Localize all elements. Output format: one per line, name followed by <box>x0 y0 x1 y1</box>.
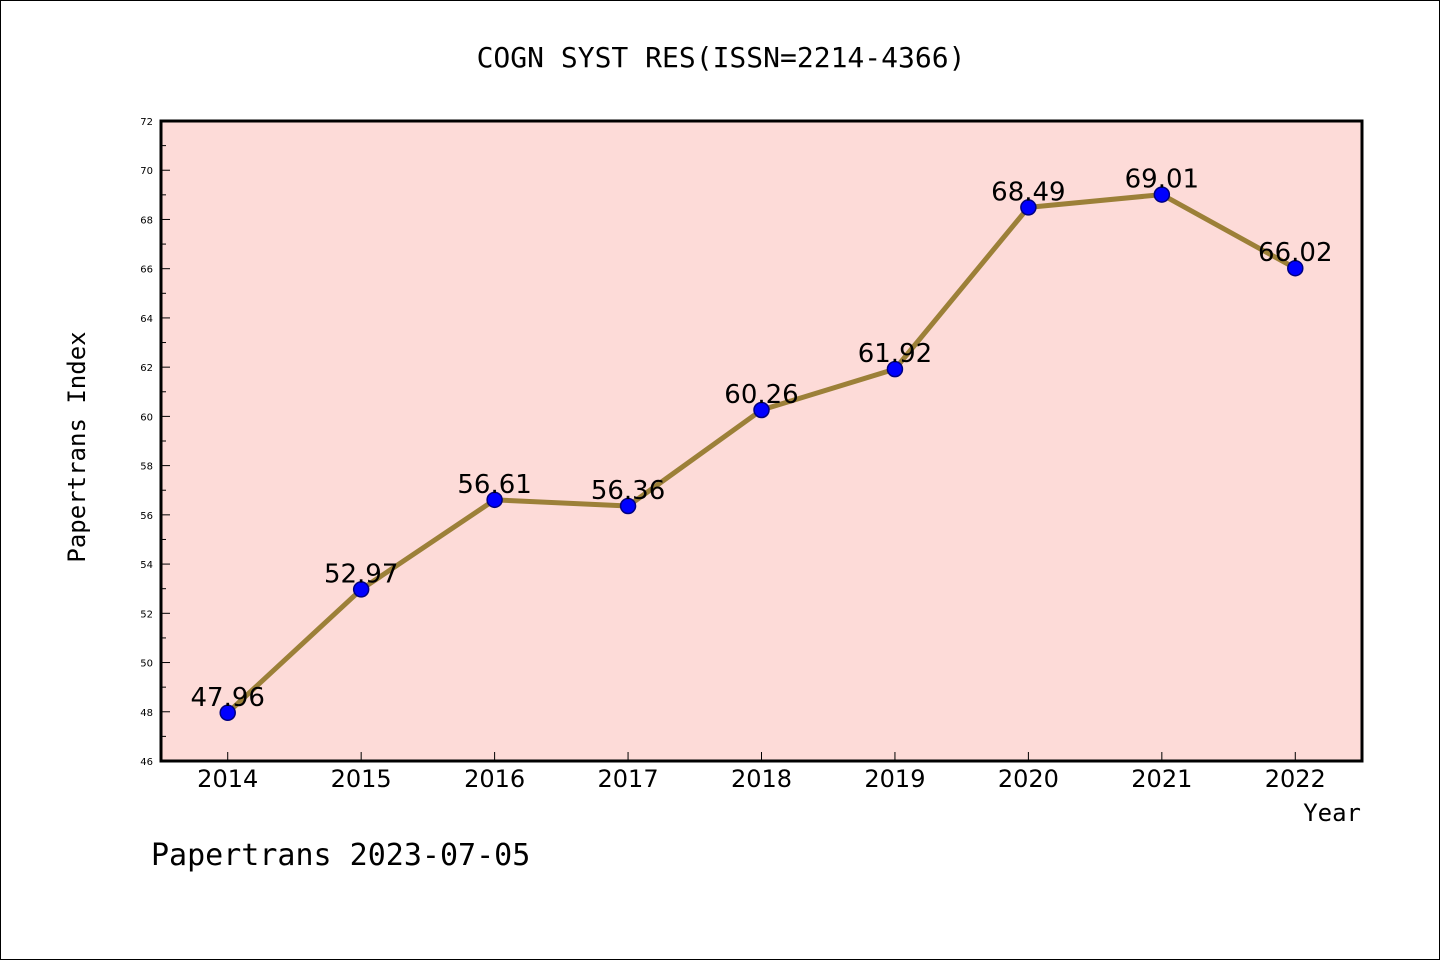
x-tick-label: 2014 <box>197 765 258 793</box>
y-axis-label: Papertrans Index <box>63 331 91 562</box>
data-point <box>219 704 236 722</box>
x-tick-label: 2015 <box>331 765 392 793</box>
x-tick-label: 2019 <box>864 765 925 793</box>
data-point <box>886 360 904 378</box>
data-label: 56.61 <box>457 470 531 500</box>
x-tick-label: 2018 <box>731 765 792 793</box>
y-tick-label: 70 <box>140 166 153 177</box>
data-point <box>1020 199 1037 216</box>
y-tick-label: 68 <box>140 215 153 226</box>
data-label: 68.49 <box>991 177 1065 207</box>
y-tick-label: 46 <box>140 757 153 768</box>
data-label: 47.96 <box>191 683 265 713</box>
data-label: 52.97 <box>324 559 398 589</box>
data-label: 61.92 <box>858 339 932 369</box>
data-point <box>1287 259 1304 277</box>
plot-area <box>159 119 1364 763</box>
x-tick-label: 2020 <box>998 765 1059 793</box>
data-point <box>486 491 503 509</box>
y-tick-label: 66 <box>140 265 153 276</box>
data-point <box>1153 186 1171 203</box>
x-tick-label: 2017 <box>598 765 659 793</box>
y-tick-label: 58 <box>140 462 153 473</box>
x-axis: 2014 2015 2016 2017 2018 2019 2020 2021 2022 <box>197 752 1326 793</box>
footer-date-stamp: Papertrans 2023-07-05 <box>151 838 530 873</box>
data-label: 69.01 <box>1125 165 1199 195</box>
x-tick-label: 2021 <box>1131 765 1192 793</box>
data-label: 56.36 <box>591 476 665 506</box>
series <box>219 186 1304 722</box>
x-tick-label: 2016 <box>464 765 525 793</box>
y-tick-label: 64 <box>140 314 153 325</box>
data-label: 60.26 <box>724 380 798 410</box>
y-axis: 46 48 50 52 54 56 58 60 62 64 66 68 70 72 <box>140 117 170 768</box>
chart-title: COGN SYST RES(ISSN=2214-4366) <box>477 41 966 74</box>
data-label: 66.02 <box>1258 238 1332 268</box>
data-point <box>352 581 370 598</box>
y-tick-label: 56 <box>140 511 153 522</box>
y-tick-label: 60 <box>140 412 153 423</box>
x-tick-label: 2022 <box>1265 765 1326 793</box>
y-tick-label: 62 <box>140 363 153 374</box>
y-tick-label: 52 <box>140 609 153 620</box>
y-tick-label: 50 <box>140 659 153 670</box>
y-tick-label: 54 <box>140 560 153 571</box>
data-point <box>619 497 637 515</box>
data-point <box>753 401 770 419</box>
x-axis-label: Year <box>1303 799 1361 827</box>
y-tick-label: 48 <box>140 708 153 719</box>
y-tick-label: 72 <box>140 117 153 128</box>
data-labels: 47.96 52.97 56.61 56.36 60.26 61.92 68.49 69.01… <box>191 165 1333 713</box>
